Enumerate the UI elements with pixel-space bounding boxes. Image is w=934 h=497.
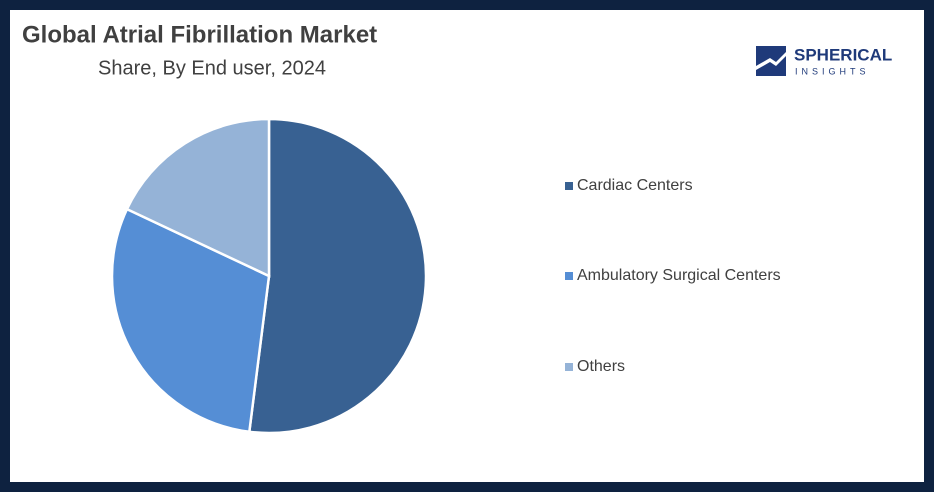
logo-subtext: INSIGHTS xyxy=(795,66,870,76)
logo-text: SPHERICAL xyxy=(794,45,892,64)
legend-swatch xyxy=(565,272,573,280)
legend-label: Others xyxy=(577,358,625,375)
legend-label: Ambulatory Surgical Centers xyxy=(577,267,781,284)
chart-title: Global Atrial Fibrillation Market xyxy=(22,21,377,48)
logo-mark xyxy=(756,52,786,70)
legend-swatch xyxy=(565,182,573,190)
pie-slice xyxy=(110,207,271,434)
legend-swatch xyxy=(565,363,573,371)
pie-slice xyxy=(247,117,428,435)
pie-slice xyxy=(125,117,271,278)
legend-label: Cardiac Centers xyxy=(577,177,693,194)
chart-subtitle: Share, By End user, 2024 xyxy=(98,57,326,79)
logo: SPHERICAL INSIGHTS xyxy=(756,45,892,76)
